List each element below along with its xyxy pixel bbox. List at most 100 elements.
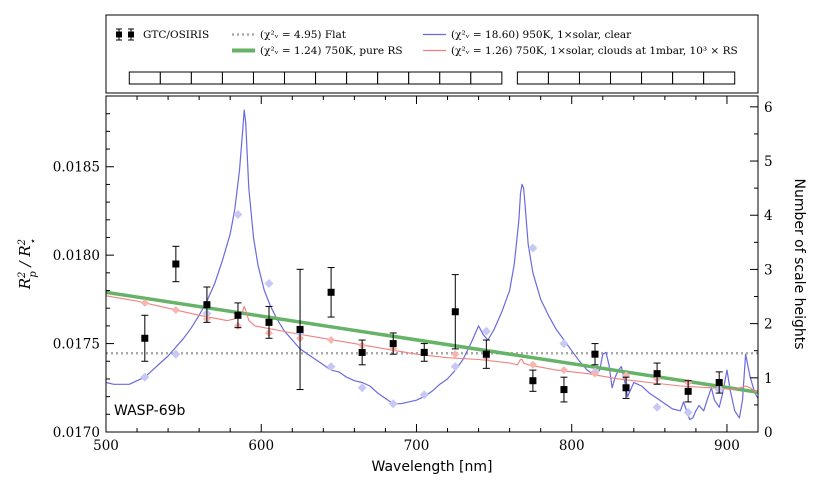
observation-point [234, 302, 242, 329]
observation-marker [482, 350, 490, 358]
bin-box-7 [346, 71, 379, 85]
bin-box-11 [470, 71, 503, 85]
observation-marker [529, 377, 537, 385]
observation-marker [296, 325, 304, 333]
x-tick-label: 700 [404, 438, 430, 454]
y-right-tick-label: 4 [764, 208, 773, 224]
clear-binned-point [264, 278, 274, 288]
y-right-tick-label: 0 [764, 425, 773, 441]
observation-point [653, 362, 661, 385]
clear-binned-point [171, 349, 181, 359]
observation-marker [715, 378, 723, 386]
bin-box-6 [315, 71, 348, 85]
clear-binned-point [528, 243, 538, 253]
clouds-binned-point [451, 350, 460, 359]
bin-box-5 [284, 71, 317, 85]
legend-label-obs: GTC/OSIRIS [143, 29, 209, 41]
bin-box-3 [221, 71, 254, 85]
clouds-binned-point [140, 298, 149, 307]
clear-binned-point [559, 339, 569, 349]
bin-box-8 [377, 71, 410, 85]
markers-group [140, 209, 724, 418]
y-axis-title-left: R2p / R2⋆ [16, 239, 39, 291]
observation-point [451, 274, 459, 350]
bin-box-2 [190, 71, 223, 85]
clouds-binned-point [171, 305, 180, 314]
observation-marker [389, 340, 397, 348]
ticks-group: 500 600 700 800 900 0.0170 0.0175 0.0180 0.0185 0… [53, 95, 773, 454]
clouds-binned-point [591, 369, 599, 378]
observation-marker [172, 260, 180, 268]
clear-binned-point [233, 209, 243, 219]
observation-point [591, 343, 599, 366]
y-tick-label: 0.0185 [53, 160, 100, 176]
observation-marker [684, 387, 692, 395]
observation-marker [560, 386, 568, 394]
y-right-tick-label: 5 [764, 154, 773, 170]
clear-binned-point [388, 399, 398, 409]
legend-obs-marker [116, 28, 134, 41]
clear-binned-point [140, 372, 150, 382]
svg-text:R2p / R2⋆: R2p / R2⋆ [16, 239, 39, 291]
clear-binned-point [419, 390, 429, 400]
y-right-tick-label: 1 [764, 371, 773, 387]
bin-box-9 [408, 71, 441, 85]
clouds-binned-point [559, 366, 568, 375]
bin-box-14 [578, 71, 612, 85]
clear-binned-point [357, 383, 367, 393]
bin-box-15 [610, 71, 643, 85]
bin-box-0 [128, 71, 161, 85]
clear-binned-point [683, 408, 693, 418]
legend-label-clouds: (χ²ᵥ = 1.26) 750K, 1×solar, clouds at 1m… [451, 45, 738, 57]
y-right-tick-label: 2 [764, 317, 773, 333]
clear-binned-point [450, 362, 460, 372]
observation-point [529, 369, 537, 392]
bin-box-13 [547, 71, 580, 85]
observation-point [358, 339, 366, 366]
clear-binned-point [481, 326, 491, 336]
y-tick-label: 0.0170 [53, 425, 100, 441]
observation-marker [234, 311, 242, 319]
x-tick-label: 600 [248, 438, 274, 454]
legend-label-clear: (χ²ᵥ = 18.60) 950K, 1×solar, clear [451, 29, 632, 41]
observation-marker [327, 288, 335, 296]
observation-marker [591, 350, 599, 358]
x-tick-label: 800 [559, 438, 585, 454]
observation-marker [420, 348, 428, 356]
observation-point [172, 245, 180, 283]
observation-marker [653, 370, 661, 378]
observation-point [296, 268, 304, 391]
observation-marker [451, 308, 459, 316]
bin-box-12 [516, 71, 549, 85]
legend-label-flat: (χ²ᵥ = 4.95) Flat [260, 29, 347, 41]
y-tick-label: 0.0175 [53, 337, 100, 353]
observation-point [622, 376, 630, 399]
clear-binned-point [326, 362, 336, 372]
observation-marker [203, 301, 211, 309]
rs-model-line [106, 290, 758, 394]
clouds-binned-point [528, 360, 537, 369]
plot-background [106, 96, 758, 432]
bin-box-17 [672, 71, 705, 85]
observation-point [482, 339, 490, 369]
bin-box-1 [159, 71, 192, 85]
y-axis-title-right: Number of scale heights [791, 178, 807, 349]
observation-marker [265, 318, 273, 326]
observation-marker [141, 334, 149, 342]
y-right-tick-label: 3 [764, 262, 773, 278]
wavelength-bins [128, 71, 736, 85]
y-tick-label: 0.0180 [53, 248, 100, 264]
observation-point [389, 332, 397, 355]
observation-marker [622, 384, 630, 392]
bin-box-16 [641, 71, 674, 85]
legend: GTC/OSIRIS (χ²ᵥ = 4.95) Flat (χ²ᵥ = 1.24… [116, 28, 738, 57]
observation-point [265, 305, 273, 339]
legend-label-rs: (χ²ᵥ = 1.24) 750K, pure RS [260, 45, 403, 57]
y-right-tick-label: 6 [764, 100, 773, 116]
planet-annotation: WASP-69b [114, 403, 186, 419]
observation-point [560, 376, 568, 403]
observation-point [684, 380, 692, 403]
bin-box-18 [703, 71, 736, 85]
observation-point [203, 286, 211, 323]
